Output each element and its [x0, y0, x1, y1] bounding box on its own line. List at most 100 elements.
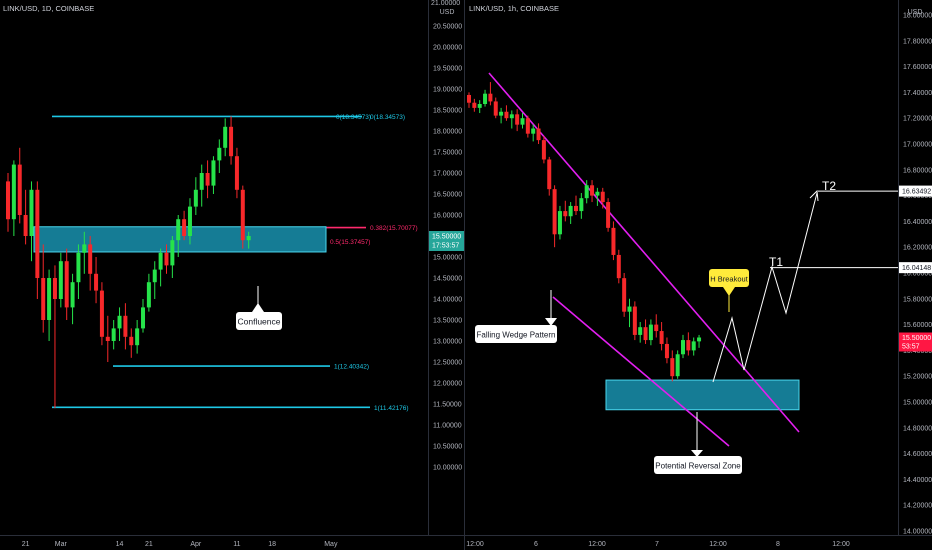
- confluence-label: Confluence: [237, 317, 280, 327]
- right-y-tick-label: 16.20000: [903, 245, 932, 252]
- candle-body: [509, 114, 514, 119]
- candle-body: [82, 244, 87, 253]
- candle-body: [111, 328, 116, 341]
- candle-body: [23, 215, 28, 236]
- left-y-tick-label: 20.50000: [433, 24, 462, 31]
- left-time-axis[interactable]: 21 Mar 14 21 Apr 11 18 May: [0, 535, 464, 549]
- candle-body: [557, 211, 562, 235]
- candle-body: [240, 189, 245, 241]
- left-current-price-tag: 15.50000 17:53:57: [429, 231, 464, 251]
- right-y-tick-label: 16.00000: [903, 271, 932, 278]
- candle-body: [182, 219, 187, 236]
- right-x-tick-label: 12:00: [832, 541, 850, 548]
- left-axis-unit-top: 21.00000: [431, 0, 460, 7]
- right-x-tick-label: 6: [534, 541, 538, 548]
- right-y-tick-label: 14.00000: [903, 529, 932, 536]
- right-symbol-label: LINK/USD, 1h, COINBASE: [469, 4, 559, 13]
- right-y-tick-label: 16.40000: [903, 219, 932, 226]
- target-price-tag-value: 16.63492: [902, 189, 931, 196]
- right-y-tick-label: 18.00000: [903, 13, 932, 20]
- fib-level-label: 0.382(15.70077): [370, 225, 418, 232]
- candle-body: [659, 331, 664, 344]
- candle-body: [664, 343, 669, 359]
- right-time-axis[interactable]: 12:00 6 12:00 7 12:00 8 12:00: [465, 535, 932, 549]
- candle-body: [648, 324, 653, 341]
- candle-body: [94, 273, 99, 291]
- candle-body: [141, 307, 146, 329]
- candle-body: [187, 206, 192, 236]
- reversal-zone-label: Potential Reversal Zone: [655, 462, 741, 471]
- candle-body: [158, 252, 163, 270]
- candle-body: [229, 126, 234, 157]
- candle-body: [691, 341, 696, 351]
- candle-body: [697, 337, 702, 342]
- candle-body: [552, 189, 557, 235]
- wedge-lower-line: [552, 296, 730, 447]
- candle-body: [632, 306, 637, 335]
- left-x-tick-label: Mar: [55, 541, 68, 548]
- left-y-tick-label: 16.00000: [433, 213, 462, 220]
- candle-body: [52, 278, 57, 299]
- candle-body: [493, 101, 498, 116]
- left-x-tick-label: 14: [116, 541, 124, 548]
- left-y-tick-label: 10.00000: [433, 465, 462, 472]
- right-y-tick-label: 14.80000: [903, 425, 932, 432]
- right-y-tick-label: 17.60000: [903, 64, 932, 71]
- current-price-tag-bg: [899, 332, 932, 352]
- candle-body: [88, 244, 93, 274]
- left-y-tick-label: 13.50000: [433, 318, 462, 325]
- candle-body: [123, 315, 128, 337]
- t2-label: T2: [822, 179, 836, 193]
- candle-body: [199, 173, 204, 190]
- candle-body: [99, 290, 104, 337]
- right-y-tick-label: 17.00000: [903, 142, 932, 149]
- candle-body: [211, 160, 216, 186]
- candle-body: [574, 205, 578, 212]
- candle-body: [105, 336, 110, 341]
- left-y-tick-label: 18.50000: [433, 108, 462, 115]
- left-y-tick-label: 20.00000: [433, 45, 462, 52]
- candle-body: [17, 164, 22, 215]
- candle-body: [499, 111, 504, 116]
- left-y-tick-label: 17.00000: [433, 171, 462, 178]
- potential-reversal-zone: [605, 379, 800, 411]
- candle-body: [467, 94, 471, 103]
- candle-body: [563, 211, 568, 217]
- projected-path-line: [712, 192, 818, 383]
- left-y-tick-label: 16.50000: [433, 192, 462, 199]
- target-price-tag-value: 16.04148: [902, 265, 931, 272]
- candle-body: [654, 324, 659, 332]
- candle-body: [525, 118, 530, 134]
- candle-body: [547, 159, 552, 190]
- candle-body: [686, 340, 691, 351]
- candle-body: [638, 327, 643, 335]
- current-price-tag-value: 15.50000: [902, 335, 931, 342]
- candle-body: [146, 282, 151, 308]
- right-price-tags: 16.63492 16.04148 15.50000 53:57: [899, 185, 932, 352]
- candle-body: [611, 227, 616, 255]
- left-x-tick-label: 21: [145, 541, 153, 548]
- candle-body: [58, 261, 63, 299]
- fib-level-label: 1(12.40342): [334, 364, 369, 371]
- candle-body: [35, 189, 40, 278]
- candle-body: [606, 202, 611, 228]
- candle-body: [135, 328, 140, 346]
- candle-body: [568, 205, 573, 217]
- left-x-tick-label: 21: [22, 541, 30, 548]
- left-price-tag-bg: [429, 231, 464, 251]
- candle-body: [76, 252, 81, 283]
- left-x-tick-label: 18: [268, 541, 276, 548]
- left-x-tick-label: 11: [233, 541, 240, 548]
- candle-body: [515, 114, 520, 125]
- fib-level-label-duplicate: 0(18.34573): [370, 114, 405, 121]
- left-symbol-label: LINK/USD, 1D, COINBASE: [3, 4, 94, 13]
- candle-body: [129, 336, 134, 346]
- candle-body: [11, 164, 16, 220]
- left-x-tick-label: May: [324, 541, 338, 548]
- candle-body: [531, 128, 536, 134]
- left-price-tag-countdown: 17:53:57: [432, 243, 459, 250]
- right-y-tick-label: 14.40000: [903, 477, 932, 484]
- candle-body: [627, 306, 632, 312]
- right-x-tick-label: 7: [655, 541, 659, 548]
- right-y-tick-label: 15.20000: [903, 374, 932, 381]
